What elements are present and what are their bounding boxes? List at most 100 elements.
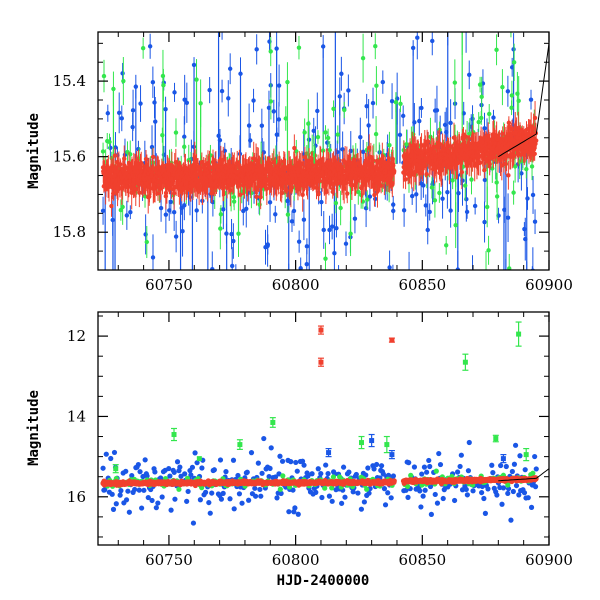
data-point	[293, 459, 299, 466]
data-point	[330, 336, 334, 340]
data-point	[279, 458, 286, 464]
data-point	[511, 190, 516, 195]
data-point	[137, 190, 142, 195]
data-point	[150, 255, 156, 260]
data-point	[125, 488, 131, 494]
data-point	[422, 487, 428, 493]
data-point	[406, 460, 412, 466]
data-point	[234, 282, 238, 286]
data-point	[147, 44, 153, 49]
data-point	[479, 115, 484, 121]
data-point	[463, 134, 468, 139]
data-point	[487, 111, 492, 117]
data-point	[288, 321, 292, 325]
data-point	[283, 116, 288, 121]
data-point	[459, 169, 465, 175]
data-point	[391, 208, 396, 214]
data-point	[512, 442, 519, 448]
data-point	[304, 261, 309, 267]
data-point	[505, 490, 511, 497]
data-point	[212, 302, 216, 306]
data-point	[346, 469, 352, 475]
data-point	[289, 219, 295, 224]
data-point	[252, 285, 256, 289]
data-point	[163, 212, 169, 217]
data-point	[443, 243, 449, 248]
data-point	[325, 135, 331, 141]
data-point	[327, 147, 332, 153]
data-point	[432, 198, 438, 203]
data-point	[459, 487, 466, 493]
data-point	[467, 131, 472, 136]
data-point	[498, 462, 504, 469]
data-point	[206, 499, 212, 506]
data-point	[489, 462, 495, 468]
data-point	[152, 100, 157, 105]
data-point	[252, 485, 258, 491]
data-point	[109, 491, 115, 497]
data-point	[268, 99, 274, 104]
data-point	[421, 464, 428, 470]
data-point	[229, 263, 235, 269]
data-point	[486, 248, 491, 253]
data-point	[333, 9, 337, 13]
data-point	[419, 105, 424, 111]
data-point	[500, 485, 507, 491]
data-point	[276, 471, 282, 477]
data-point	[255, 460, 261, 466]
data-point	[135, 461, 141, 468]
data-point	[427, 209, 432, 215]
data-point	[437, 461, 444, 468]
data-point	[290, 487, 296, 493]
data-point	[176, 486, 182, 492]
data-point	[152, 469, 158, 475]
data-point	[267, 200, 273, 205]
data-point	[328, 306, 332, 310]
data-point	[430, 38, 435, 44]
data-point	[108, 145, 113, 151]
data-point	[384, 7, 388, 11]
data-point	[335, 132, 340, 137]
data-point	[291, 208, 297, 214]
data-point	[173, 234, 179, 239]
data-point	[521, 490, 528, 496]
data-point	[464, 209, 470, 215]
data-point	[109, 203, 114, 209]
data-point	[450, 178, 455, 183]
data-point	[329, 498, 335, 504]
top-x-tick-label: 60800	[272, 276, 320, 294]
data-point	[415, 35, 420, 40]
data-point	[434, 500, 441, 506]
data-point	[301, 217, 307, 222]
data-point	[254, 194, 259, 199]
data-point	[272, 474, 279, 480]
data-point	[180, 229, 185, 234]
data-point	[428, 134, 433, 139]
data-point	[426, 457, 432, 464]
data-point	[178, 473, 184, 479]
data-point	[320, 148, 326, 153]
data-point	[323, 190, 329, 195]
data-point	[505, 89, 511, 94]
data-point	[469, 177, 474, 182]
data-point	[220, 12, 224, 16]
data-point	[182, 203, 187, 208]
data-point	[339, 71, 344, 76]
data-point	[350, 489, 356, 495]
data-point	[360, 149, 366, 155]
data-point	[346, 88, 351, 93]
data-point	[532, 115, 538, 121]
data-point	[276, 83, 282, 88]
data-point	[490, 470, 496, 476]
data-point	[494, 47, 499, 53]
data-point	[307, 334, 311, 338]
data-point	[458, 452, 464, 458]
data-point	[155, 500, 161, 506]
data-point	[385, 490, 391, 496]
data-point	[373, 131, 379, 137]
data-point	[472, 203, 478, 209]
data-point	[371, 466, 377, 472]
data-point	[482, 510, 488, 516]
data-point	[227, 66, 233, 71]
